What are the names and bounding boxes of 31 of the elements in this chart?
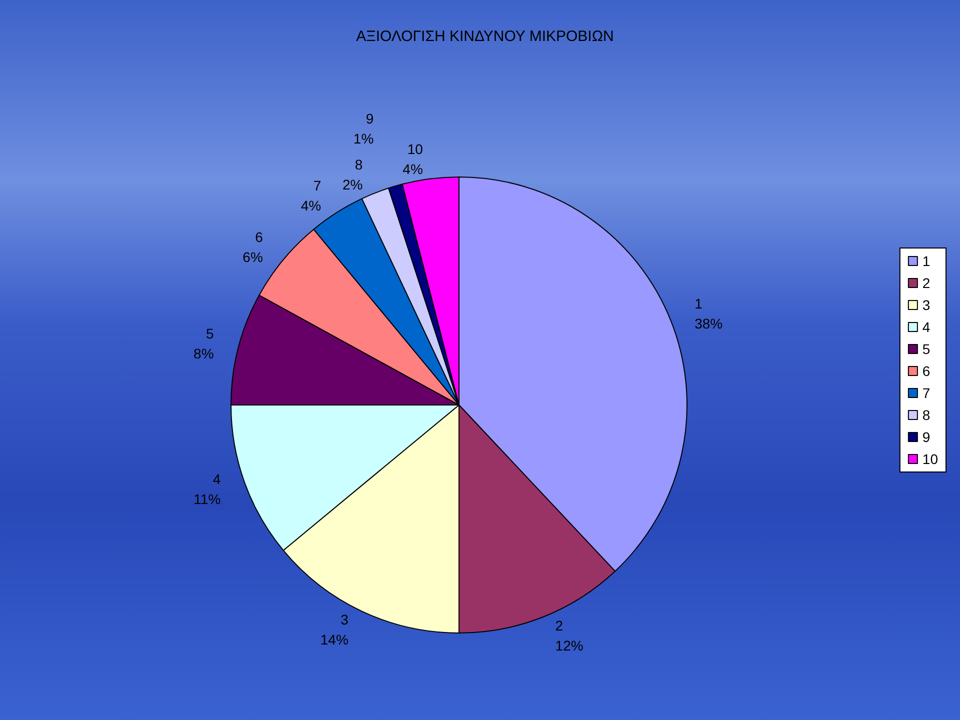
- legend-label: 5: [922, 341, 930, 357]
- data-label: 11%: [194, 491, 221, 508]
- data-label: 12%: [555, 638, 584, 654]
- data-label: 6%: [242, 248, 263, 265]
- slice-label: 4: [212, 471, 221, 488]
- slice-label: 5: [206, 325, 214, 342]
- slice-label: 1: [694, 296, 703, 312]
- legend-label: 3: [922, 297, 930, 313]
- data-label: 2%: [342, 176, 363, 192]
- slice-label: 3: [340, 611, 349, 628]
- legend-label: 2: [922, 275, 930, 291]
- data-label: 4%: [300, 198, 322, 214]
- legend-label: 6: [922, 363, 930, 379]
- slice-label: 2: [555, 618, 564, 634]
- legend-label: 9: [922, 429, 930, 445]
- chart-title: ΑΞΙΟΛΟΓΙΣΗ ΚΙΝΔΥΝΟΥ ΜΙΚΡΟΒΙΩΝ: [356, 28, 614, 45]
- legend-label: 8: [922, 407, 930, 423]
- legend-label: 4: [922, 319, 930, 335]
- slice-label: 9: [366, 110, 374, 126]
- slice-label: 10: [407, 140, 424, 157]
- slice-label: 7: [313, 178, 322, 194]
- legend-label: 1: [922, 253, 930, 269]
- data-label: 1%: [353, 130, 374, 146]
- data-label: 4%: [402, 160, 423, 177]
- legend-label: 7: [922, 385, 930, 401]
- slice-label: 6: [255, 228, 264, 245]
- slice-label: 8: [354, 156, 363, 172]
- legend-label: 10: [922, 451, 938, 467]
- data-label: 14%: [320, 631, 348, 648]
- data-label: 38%: [694, 316, 723, 332]
- data-label: 8%: [194, 345, 214, 362]
